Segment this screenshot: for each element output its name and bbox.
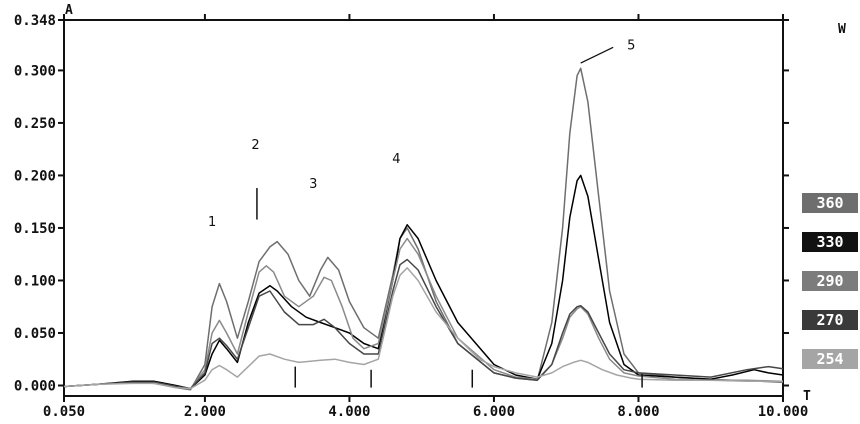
y-tick-label: 0.000 xyxy=(14,378,56,394)
peak-label-3: 3 xyxy=(309,177,317,192)
legend-box-290 xyxy=(802,271,858,291)
series-line-290 xyxy=(63,237,784,390)
x-tick-label: 10.000 xyxy=(758,404,809,420)
plot-frame xyxy=(63,19,784,397)
series-line-254 xyxy=(63,267,783,390)
y-tick-label: 0.050 xyxy=(14,326,56,342)
legend-box-270 xyxy=(802,310,858,330)
peak-label-4: 4 xyxy=(392,152,400,167)
legend-box-254 xyxy=(802,349,858,369)
peak-label-2: 2 xyxy=(251,138,259,153)
legend-header-label: W xyxy=(838,22,846,37)
legend-label-360: 360 xyxy=(816,194,843,212)
x-tick-label: 6.000 xyxy=(473,404,515,420)
y-tick-label: 0.150 xyxy=(14,221,56,237)
annotations: 1 2 3 4 5 xyxy=(208,38,643,388)
series-line-360 xyxy=(63,67,784,391)
peak-label-1: 1 xyxy=(208,215,216,230)
legend-label-290: 290 xyxy=(816,272,843,290)
tick-marks: 0.050 2.000 4.000 6.000 8.000 10.0000.3480.30… xyxy=(14,3,846,420)
x-tick-label: 2.000 xyxy=(184,404,226,420)
x-tick-label: 0.050 xyxy=(43,404,85,420)
y-axis-label: A xyxy=(65,3,73,18)
series-line-330 xyxy=(63,174,784,390)
peak-label-5: 5 xyxy=(627,38,635,53)
series-line-270 xyxy=(63,258,784,390)
legend-label-270: 270 xyxy=(816,311,843,329)
wavelength-legend: 360 330 290 270 254 xyxy=(802,193,858,369)
x-axis-label: T xyxy=(803,389,811,404)
legend-label-254: 254 xyxy=(816,350,843,368)
y-tick-label: 0.348 xyxy=(14,13,56,29)
y-tick-label: 0.250 xyxy=(14,116,56,132)
legend-box-330 xyxy=(802,232,858,252)
peak-5-pointer xyxy=(580,46,614,64)
x-tick-label: 8.000 xyxy=(617,404,659,420)
legend-label-330: 330 xyxy=(816,233,843,251)
y-tick-label: 0.100 xyxy=(14,273,56,289)
y-tick-label: 0.200 xyxy=(14,168,56,184)
x-tick-label: 4.000 xyxy=(328,404,370,420)
axes xyxy=(63,19,784,397)
legend-box-360 xyxy=(802,193,858,213)
y-tick-label: 0.300 xyxy=(14,63,56,79)
series-layer xyxy=(63,67,784,391)
